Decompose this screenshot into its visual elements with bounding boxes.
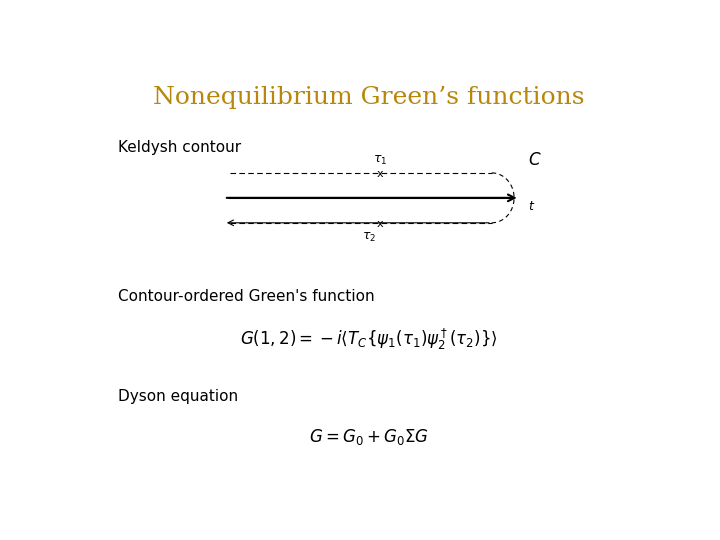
- Text: Keldysh contour: Keldysh contour: [118, 140, 241, 154]
- Text: x: x: [377, 168, 384, 179]
- Text: $t$: $t$: [528, 200, 535, 213]
- Text: $C$: $C$: [528, 152, 541, 168]
- Text: $\tau_1$: $\tau_1$: [373, 153, 387, 167]
- Text: x: x: [377, 219, 384, 228]
- Text: $G = G_0 + G_0\Sigma G$: $G = G_0 + G_0\Sigma G$: [309, 427, 429, 447]
- Text: Contour-ordered Green's function: Contour-ordered Green's function: [118, 289, 374, 305]
- Text: Dyson equation: Dyson equation: [118, 389, 238, 404]
- Text: $G(1,2) = -i\langle T_C\{\psi_1(\tau_1)\psi_2^\dagger(\tau_2)\}\rangle$: $G(1,2) = -i\langle T_C\{\psi_1(\tau_1)\…: [240, 327, 498, 352]
- Text: $\tau_2$: $\tau_2$: [362, 231, 376, 244]
- Text: Nonequilibrium Green’s functions: Nonequilibrium Green’s functions: [153, 85, 585, 109]
